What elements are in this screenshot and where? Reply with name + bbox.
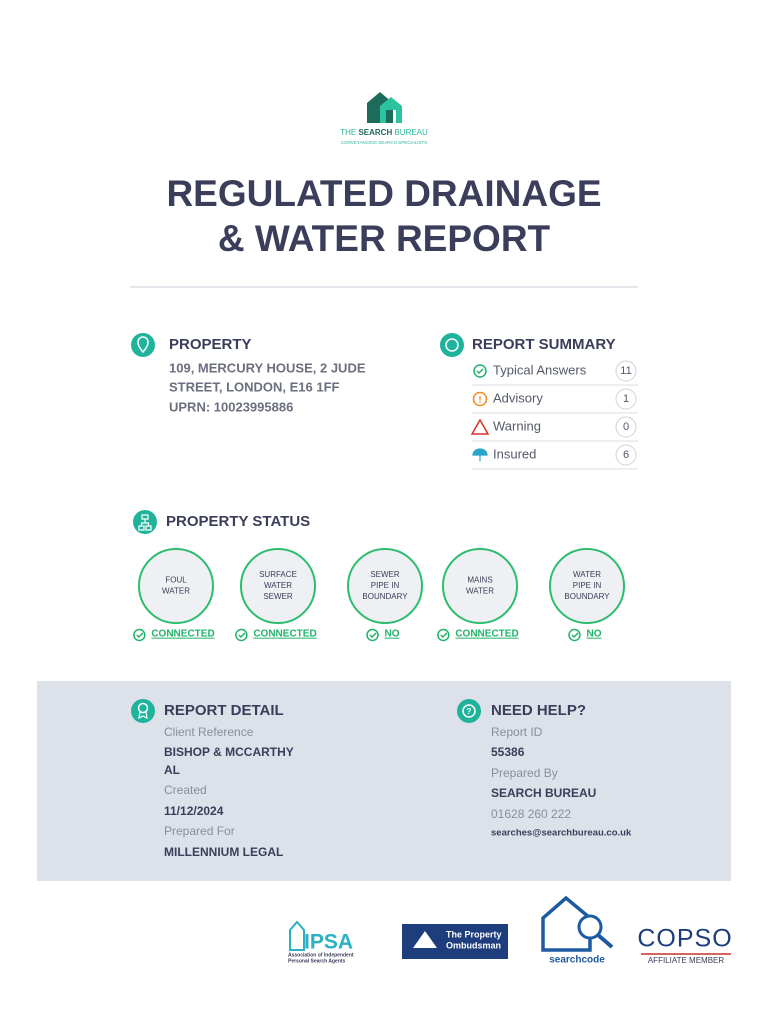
ipsa: IPSA	[304, 931, 353, 954]
status-label: WATER	[573, 570, 601, 579]
status-result[interactable]: CONNECTED	[151, 629, 214, 640]
logo-prefix: THE	[340, 128, 356, 137]
summary-label: Advisory	[493, 390, 543, 405]
field-value: MILLENNIUM LEGAL	[164, 845, 283, 859]
check-mark	[571, 632, 579, 639]
section-heading: NEED HELP?	[491, 702, 586, 719]
summary-list: Typical Answers 11 ! Advisory 1 Warning …	[470, 360, 638, 470]
status-circle	[442, 548, 518, 624]
summary-label: Insured	[493, 446, 536, 461]
status-label: MAINS	[467, 576, 492, 585]
field-value: 55386	[491, 745, 525, 759]
check-mark	[238, 632, 246, 639]
logo-bold: SEARCH	[358, 128, 392, 137]
copso-logo: COPSO AFFILIATE MEMBER	[637, 925, 732, 966]
logo-suffix: BUREAU	[394, 128, 428, 137]
check-mark	[369, 632, 377, 639]
title: & WATER REPORT	[218, 218, 551, 259]
ipsa-sub: Association of Independent	[288, 952, 354, 958]
field-label: Prepared By	[491, 766, 558, 780]
check-icon	[235, 628, 248, 642]
address-line: 109, MERCURY HOUSE, 2 JUDE	[169, 360, 366, 375]
field-value: 11/12/2024	[164, 804, 224, 818]
section-heading: PROPERTY	[169, 336, 252, 353]
field-label: Prepared For	[164, 824, 235, 838]
section-heading: PROPERTY STATUS	[166, 513, 310, 530]
summary-label: Typical Answers	[493, 362, 587, 377]
searchcode-logo: searchcode	[541, 895, 614, 966]
section-heading: REPORT SUMMARY	[472, 336, 616, 353]
status-label: SURFACE	[259, 570, 297, 579]
svg-text:THE SEARCH BUREAU: THE SEARCH BUREAU	[340, 128, 428, 137]
check-icon	[366, 628, 379, 642]
status-label: FOUL	[165, 576, 187, 585]
svg-text:!: !	[479, 394, 482, 404]
summary-count: 11	[620, 365, 631, 377]
status-label: SEWER	[370, 570, 400, 579]
status-list: FOUL WATER CONNECTED SURFACE WATER SEWER CONNE…	[133, 548, 625, 642]
status-result[interactable]: NO	[587, 629, 602, 640]
copso-sub: AFFILIATE MEMBER	[648, 956, 725, 965]
section-heading: REPORT DETAIL	[164, 702, 284, 719]
summary-count: 0	[623, 421, 629, 433]
status-circle	[347, 548, 423, 624]
status-label: BOUNDARY	[564, 592, 610, 601]
status-label: WATER	[466, 587, 494, 596]
status-result[interactable]: NO	[385, 629, 400, 640]
ombudsman-logo: The Property Ombudsman	[402, 924, 508, 959]
summary-label: Warning	[493, 418, 541, 433]
check-mark	[136, 632, 144, 639]
status-label: PIPE IN	[371, 581, 400, 590]
field-label: Client Reference	[164, 725, 254, 739]
check-icon	[568, 628, 581, 642]
status-result[interactable]: CONNECTED	[253, 629, 316, 640]
email[interactable]: searches@searchbureau.co.uk	[491, 828, 632, 839]
check-icon	[437, 628, 450, 642]
svg-text:?: ?	[467, 707, 472, 716]
ombudsman: Ombudsman	[446, 940, 501, 950]
status-result[interactable]: CONNECTED	[455, 629, 518, 640]
uprn: UPRN: 10023995886	[169, 399, 293, 414]
summary-count: 1	[623, 393, 629, 405]
ipsa-logo: IPSA Association of Independent Personal…	[288, 920, 354, 964]
status-label: SEWER	[263, 592, 293, 601]
address-line: STREET, LONDON, E16 1FF	[169, 379, 340, 394]
ipsa-sub: Personal Search Agents	[288, 958, 346, 964]
field-label: Created	[164, 783, 207, 797]
logo-tagline: CONVEYANCING SEARCH SPECIALISTS	[341, 140, 427, 145]
phone: 01628 260 222	[491, 807, 571, 821]
ombudsman: The Property	[446, 929, 502, 939]
status-circle	[549, 548, 625, 624]
icon	[131, 699, 155, 723]
copso: COPSO	[637, 925, 732, 953]
check-icon	[133, 628, 146, 642]
status-label: WATER	[162, 587, 190, 596]
icon	[457, 699, 481, 723]
status-label: WATER	[264, 581, 292, 590]
status-label: BOUNDARY	[362, 592, 408, 601]
field-value: AL	[164, 763, 180, 777]
field-value: BISHOP & MCCARTHY	[164, 745, 294, 759]
summary-count: 6	[623, 449, 629, 461]
check-mark	[440, 632, 448, 639]
status-label: PIPE IN	[573, 581, 602, 590]
status-circle	[138, 548, 214, 624]
title: REGULATED DRAINAGE	[166, 173, 601, 214]
logo: THE SEARCH BUREAU CONVEYANCING SEARCH SP…	[340, 92, 428, 145]
status-circle	[240, 548, 316, 624]
searchcode: searchcode	[549, 955, 605, 966]
icon	[440, 333, 464, 357]
field-label: Report ID	[491, 725, 543, 739]
field-value: SEARCH BUREAU	[491, 786, 596, 800]
icon	[131, 333, 155, 357]
